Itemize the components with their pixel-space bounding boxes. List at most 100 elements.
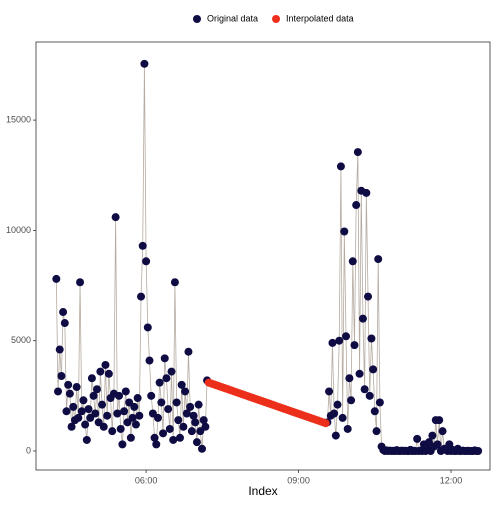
data-point xyxy=(67,422,76,431)
data-point xyxy=(111,213,120,222)
data-point xyxy=(338,413,347,422)
data-point xyxy=(374,255,383,264)
data-point xyxy=(92,385,101,394)
data-point xyxy=(177,380,186,389)
data-point xyxy=(362,188,371,197)
data-point xyxy=(191,418,200,427)
data-point xyxy=(162,374,171,383)
data-point xyxy=(54,387,63,396)
data-point xyxy=(59,308,68,317)
legend-label: Original data xyxy=(207,13,258,23)
data-point xyxy=(348,257,357,266)
data-point xyxy=(321,419,330,428)
data-point xyxy=(87,374,96,383)
data-point xyxy=(355,369,364,378)
data-point xyxy=(182,409,191,418)
data-point xyxy=(140,59,149,68)
data-point xyxy=(352,201,361,210)
data-point xyxy=(76,278,85,287)
legend-label: Interpolated data xyxy=(286,13,354,23)
data-point xyxy=(160,354,169,363)
data-point xyxy=(331,431,340,440)
data-point xyxy=(198,444,207,453)
data-point xyxy=(170,278,179,287)
data-point xyxy=(181,387,190,396)
data-point xyxy=(169,435,178,444)
data-point xyxy=(325,387,334,396)
data-point xyxy=(347,396,356,405)
data-point xyxy=(335,336,344,345)
data-point xyxy=(438,427,447,436)
data-point xyxy=(121,387,130,396)
data-point xyxy=(358,314,367,323)
data-point xyxy=(108,427,117,436)
data-point xyxy=(52,274,61,283)
data-point xyxy=(153,413,162,422)
data-point xyxy=(365,391,374,400)
data-point xyxy=(179,422,188,431)
data-point xyxy=(433,440,442,449)
data-point xyxy=(353,148,362,157)
data-point xyxy=(350,341,359,350)
data-point xyxy=(104,369,113,378)
data-point xyxy=(370,407,379,416)
data-point xyxy=(55,345,64,354)
data-point xyxy=(435,416,444,425)
data-point xyxy=(65,389,74,398)
data-point xyxy=(360,385,369,394)
data-point xyxy=(72,383,81,392)
legend-marker xyxy=(193,15,201,23)
data-point xyxy=(62,407,71,416)
data-point xyxy=(367,334,376,343)
data-point xyxy=(128,413,137,422)
data-point xyxy=(187,427,196,436)
data-point xyxy=(189,411,198,420)
x-tick-label: 09:00 xyxy=(287,475,310,485)
data-point xyxy=(340,227,349,236)
data-point xyxy=(64,380,73,389)
data-point xyxy=(57,371,66,380)
data-point xyxy=(369,365,378,374)
data-point xyxy=(120,407,129,416)
data-point xyxy=(115,391,124,400)
legend-marker xyxy=(272,15,281,23)
data-point xyxy=(184,347,193,356)
x-tick-label: 12:00 xyxy=(440,475,463,485)
x-tick-label: 06:00 xyxy=(135,475,158,485)
data-point xyxy=(375,398,384,407)
data-point xyxy=(143,323,152,332)
y-tick-label: 15000 xyxy=(6,114,31,124)
data-point xyxy=(91,409,100,418)
y-tick-label: 10000 xyxy=(6,225,31,235)
data-point xyxy=(328,338,337,347)
data-point xyxy=(147,391,156,400)
data-point xyxy=(89,391,98,400)
data-point xyxy=(330,409,339,418)
data-point xyxy=(336,162,345,171)
data-point xyxy=(199,416,208,425)
data-point xyxy=(77,407,86,416)
panel-border xyxy=(35,41,491,471)
data-point xyxy=(364,292,373,301)
data-point xyxy=(133,394,142,403)
data-point xyxy=(342,332,351,341)
data-point xyxy=(201,422,210,431)
data-point xyxy=(135,411,144,420)
data-point xyxy=(372,427,381,436)
data-point xyxy=(474,447,483,456)
data-point xyxy=(69,402,78,411)
data-point xyxy=(137,292,146,301)
data-point xyxy=(194,400,203,409)
data-point xyxy=(96,367,105,376)
data-point xyxy=(175,433,184,442)
data-point xyxy=(172,398,181,407)
data-point xyxy=(138,241,147,250)
data-point xyxy=(343,424,352,433)
data-point xyxy=(413,434,422,443)
data-point xyxy=(145,356,154,365)
data-point xyxy=(428,431,437,440)
data-point xyxy=(113,409,122,418)
data-point xyxy=(99,422,108,431)
data-point xyxy=(186,402,195,411)
